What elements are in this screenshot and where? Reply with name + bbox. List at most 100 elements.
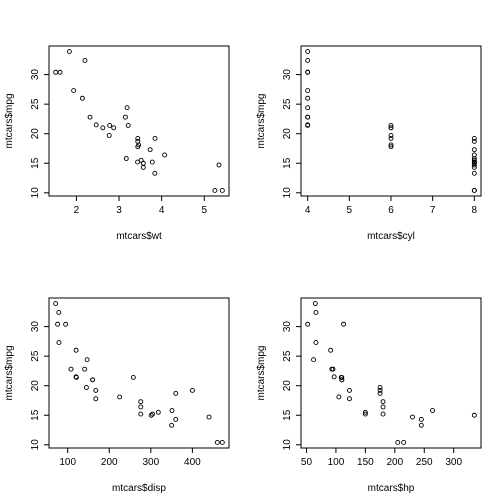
y-tick-label: 15 <box>282 157 293 169</box>
x-tick-label: 250 <box>416 457 433 468</box>
y-tick-label: 30 <box>30 69 41 81</box>
data-point <box>56 340 62 346</box>
data-point <box>169 408 175 413</box>
data-point <box>150 411 155 417</box>
data-point <box>82 366 88 372</box>
data-point <box>214 439 220 445</box>
data-point <box>79 95 85 101</box>
x-tick-label: 2 <box>74 205 80 216</box>
data-point <box>330 366 336 372</box>
x-tick-label: 3 <box>116 205 122 216</box>
data-point <box>347 396 352 402</box>
data-point <box>338 374 344 380</box>
y-tick-label: 25 <box>282 98 293 110</box>
data-point <box>155 409 161 415</box>
data-point <box>341 321 347 327</box>
y-tick-label: 20 <box>282 128 293 140</box>
data-point <box>87 114 93 120</box>
data-point <box>90 377 96 383</box>
data-point <box>140 160 146 166</box>
data-point <box>93 387 99 393</box>
data-point <box>111 125 117 131</box>
x-axis-title: mtcars$wt <box>116 231 162 242</box>
data-point <box>380 404 386 410</box>
data-point <box>57 69 63 75</box>
data-point <box>471 135 477 141</box>
data-point <box>305 105 311 111</box>
data-point <box>219 187 225 193</box>
y-axis-title: mtcars$mpg <box>256 93 267 148</box>
plot-frame <box>300 297 482 449</box>
data-point <box>93 122 99 128</box>
y-axis-title: mtcars$mpg <box>256 345 267 400</box>
data-point <box>471 156 477 161</box>
plot-frame <box>300 45 482 197</box>
data-point <box>106 133 112 138</box>
x-tick-label: 4 <box>159 205 165 216</box>
data-point <box>377 387 383 393</box>
y-tick-label: 25 <box>30 98 41 110</box>
data-point <box>305 321 311 327</box>
data-point <box>73 374 79 380</box>
y-tick-label: 30 <box>282 69 293 81</box>
x-tick-label: 200 <box>386 457 403 468</box>
data-point <box>313 340 319 346</box>
data-point <box>362 409 368 415</box>
data-point <box>147 147 153 153</box>
data-point <box>336 394 342 400</box>
x-tick-label: 4 <box>305 205 311 216</box>
data-point <box>377 385 383 390</box>
data-point <box>138 404 144 410</box>
data-point <box>135 135 141 141</box>
y-tick-label: 30 <box>30 321 41 333</box>
data-point <box>331 374 337 380</box>
x-tick-label: 150 <box>357 457 374 468</box>
chart-panel-2: 4 5 6 7 8 10 15 20 25 30 mtcars$cyl mtcars$mpg <box>256 45 482 242</box>
data-point <box>56 309 62 315</box>
data-point <box>152 170 158 176</box>
data-point <box>124 105 130 111</box>
data-point <box>388 122 394 128</box>
data-point <box>125 122 131 128</box>
data-point <box>82 57 88 63</box>
data-point <box>219 439 225 445</box>
y-tick-label: 30 <box>282 321 293 333</box>
data-point <box>328 347 334 353</box>
data-point <box>138 411 144 417</box>
data-point <box>312 301 318 307</box>
data-point <box>71 88 77 94</box>
data-point <box>53 301 59 307</box>
y-tick-label: 20 <box>30 128 41 140</box>
data-point <box>68 366 74 372</box>
data-point <box>377 390 383 396</box>
data-point <box>471 170 477 176</box>
plot-frame <box>48 45 230 197</box>
data-point <box>305 95 311 101</box>
data-point <box>122 114 128 120</box>
x-axis-title: mtcars$cyl <box>367 231 415 242</box>
data-point <box>418 416 424 422</box>
chart-panel-3: 100 200 300 400 10 15 20 25 30 mtcars$disp mtcars$… <box>4 297 230 494</box>
data-point <box>73 347 79 353</box>
data-point <box>347 387 352 393</box>
data-point <box>380 399 386 405</box>
data-point <box>401 439 407 445</box>
data-point <box>140 164 146 170</box>
data-point <box>388 135 394 141</box>
y-tick-label: 15 <box>30 157 41 169</box>
y-tick-label: 15 <box>30 409 41 421</box>
data-point <box>135 159 141 165</box>
data-point <box>55 321 61 327</box>
data-point <box>388 133 394 138</box>
data-point <box>305 88 311 94</box>
x-axis-title: mtcars$disp <box>112 483 166 494</box>
data-point <box>305 57 311 63</box>
y-tick-label: 25 <box>30 350 41 362</box>
data-point <box>430 408 435 413</box>
data-point <box>471 157 477 163</box>
data-point <box>138 399 144 405</box>
data-point <box>388 142 394 148</box>
x-tick-label: 6 <box>388 205 394 216</box>
y-axis-title: mtcars$mpg <box>4 93 15 148</box>
data-point <box>189 387 195 393</box>
